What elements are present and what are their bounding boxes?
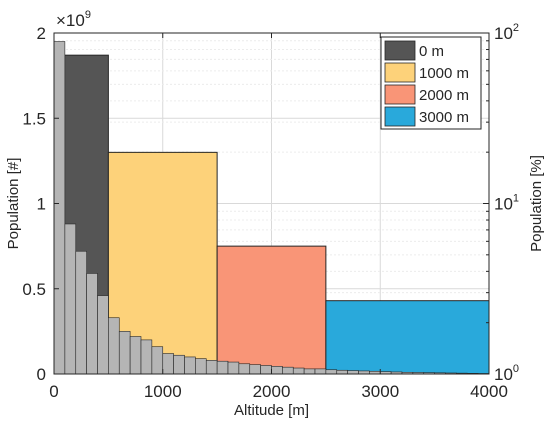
legend-swatch (384, 62, 416, 83)
y-tick-label: 1 (37, 195, 46, 214)
x-axis-ticks: 0 1000 2000 3000 4000 (49, 33, 508, 401)
histogram-bar (238, 363, 251, 375)
y2-axis-title: Population [%] (528, 155, 545, 252)
histogram-bar (314, 368, 327, 375)
histogram-bar (118, 331, 131, 375)
legend-swatch (384, 84, 416, 105)
x-tick-label: 0 (49, 382, 58, 401)
histogram-bar (173, 354, 185, 375)
x-tick-label: 4000 (470, 382, 508, 401)
legend: 0 m 1000 m 2000 m 3000 m (380, 36, 482, 130)
histogram-bar (151, 346, 164, 375)
histogram-bar (162, 353, 174, 375)
histogram-bar (292, 367, 305, 375)
histogram-bar (303, 368, 316, 375)
legend-items: 0 m 1000 m 2000 m 3000 m (384, 40, 469, 127)
band-bar (216, 245, 327, 375)
y2-tick-exponent: 2 (513, 22, 519, 34)
histogram-bar (129, 336, 142, 375)
histogram-bar (227, 361, 240, 375)
y-axis-title: Population [#] (5, 158, 22, 250)
x-axis-title: Altitude [m] (234, 402, 309, 419)
histogram-layer (53, 41, 490, 375)
histogram-bar (205, 360, 218, 375)
histogram-bar (336, 369, 348, 375)
y2-tick-base: 10 (494, 365, 513, 384)
y2-tick-label: 100 (494, 363, 519, 384)
histogram-bar (75, 250, 87, 375)
y-tick-label: 0 (37, 365, 46, 384)
y-exponent-power: 9 (85, 9, 91, 21)
y-axis-exponent-label: ×109 (56, 9, 91, 30)
y2-tick-exponent: 0 (513, 363, 519, 375)
y2-tick-label: 101 (494, 193, 519, 214)
histogram-bar (53, 41, 66, 375)
y-axis-ticks: 0 0.5 1 1.5 2 (22, 24, 59, 384)
y-tick-label: 0.5 (22, 280, 46, 299)
legend-label: 3000 m (419, 109, 469, 126)
y2-tick-exponent: 1 (513, 193, 519, 205)
histogram-bar (97, 295, 109, 375)
y-tick-label: 2 (37, 24, 46, 43)
y-tick-label: 1.5 (22, 109, 46, 128)
legend-label: 0 m (419, 43, 444, 60)
x-tick-label: 3000 (361, 382, 399, 401)
histogram-bar (184, 356, 196, 375)
x-tick-label: 2000 (253, 382, 291, 401)
histogram-bar (282, 366, 294, 375)
histogram-bar (271, 366, 283, 375)
histogram-bar (108, 317, 120, 375)
band-bar (325, 300, 490, 375)
histogram-bar (140, 339, 153, 375)
y2-tick-base: 10 (494, 24, 513, 43)
y-exponent-base: ×10 (56, 11, 85, 30)
legend-label: 2000 m (419, 87, 469, 104)
histogram-bar (260, 365, 272, 375)
legend-label: 1000 m (419, 65, 469, 82)
legend-swatch (384, 106, 416, 127)
histogram-bar (195, 358, 207, 375)
histogram-bar (249, 364, 261, 375)
histogram-bar (86, 273, 98, 375)
histogram-bar (325, 369, 338, 375)
x-tick-label: 1000 (144, 382, 182, 401)
histogram-bar (347, 370, 359, 375)
y2-tick-label: 102 (494, 22, 519, 43)
y2-tick-base: 10 (494, 195, 513, 214)
legend-swatch (384, 40, 416, 61)
histogram-bar (216, 360, 229, 375)
histogram-bar (64, 223, 77, 375)
